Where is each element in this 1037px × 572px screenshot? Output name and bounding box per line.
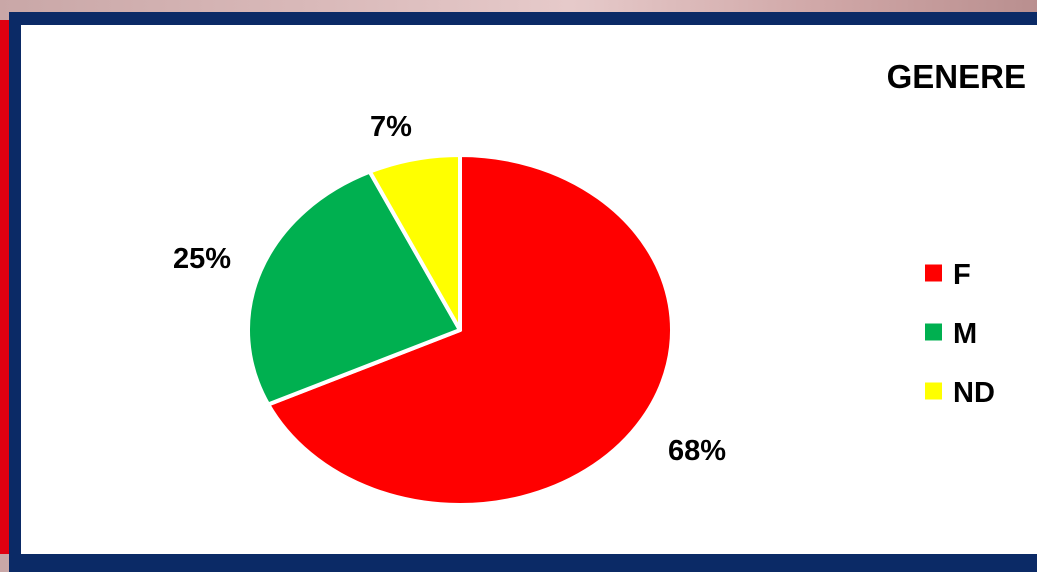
- legend-label-m: M: [953, 318, 977, 350]
- pie-slices: [246, 153, 674, 507]
- legend: FM ND: [925, 259, 995, 409]
- data-label-f: 68%: [668, 435, 726, 467]
- legend-swatch-m: [925, 323, 942, 341]
- legend-label-f: F: [953, 259, 971, 291]
- pie-slice-m: [246, 169, 462, 407]
- legend-swatch-f: [925, 264, 942, 282]
- data-label-nd: 7%: [370, 111, 412, 143]
- pie-slice-f: [266, 153, 674, 507]
- data-label-m: 25%: [173, 243, 231, 275]
- legend-label-nd: ND: [953, 377, 995, 409]
- pie-chart: GENERE 68% 25% 7% FM ND: [173, 58, 1026, 507]
- chart-title: GENERE: [887, 58, 1026, 95]
- pie-slice-nd: [367, 153, 462, 332]
- legend-swatch-nd: [925, 382, 942, 400]
- data-labels: 68% 25% 7%: [173, 111, 726, 467]
